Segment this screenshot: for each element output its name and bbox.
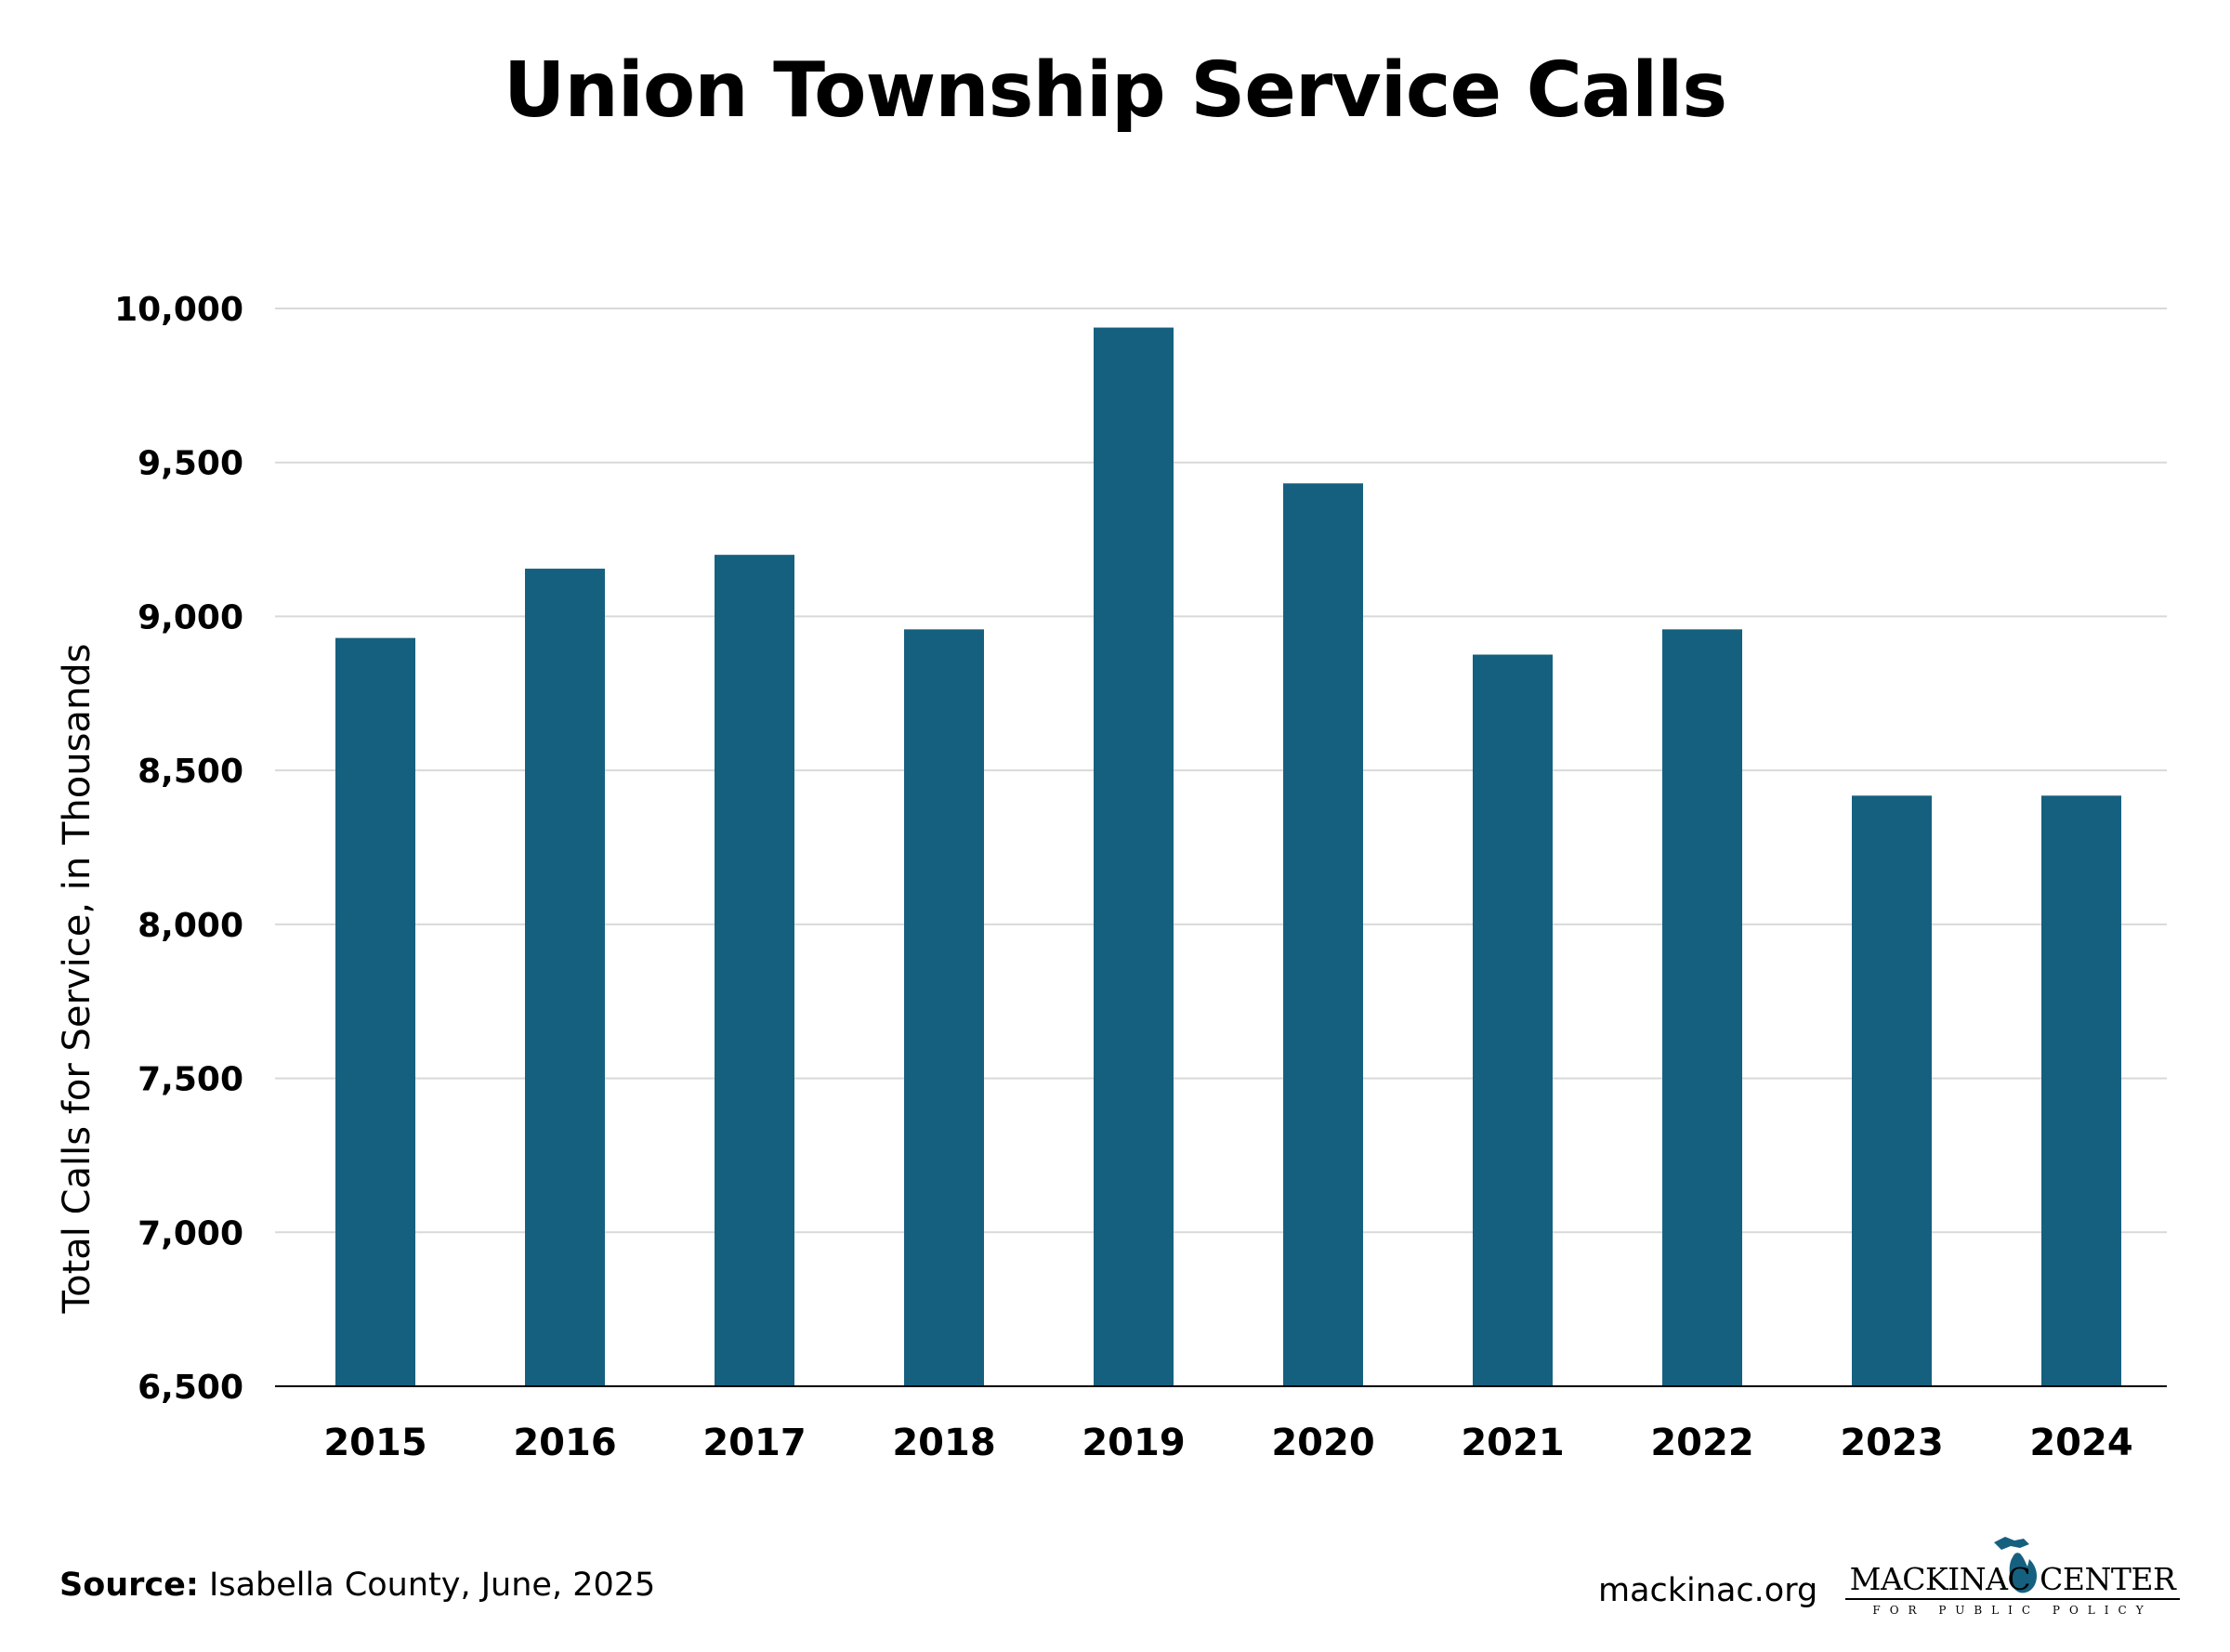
michigan-map-icon — [1994, 1537, 2037, 1593]
x-tick-label: 2022 — [1650, 1422, 1753, 1464]
y-tick-label: 8,000 — [138, 907, 243, 945]
chart-title: Union Township Service Calls — [503, 46, 1727, 135]
source-text: Isabella County, June, 2025 — [198, 1567, 656, 1604]
bars — [335, 327, 2121, 1386]
logo-tagline: FOR PUBLIC POLICY — [1872, 1604, 2153, 1617]
x-tick-label: 2016 — [513, 1422, 616, 1464]
y-tick-label: 9,000 — [138, 598, 243, 636]
bar-2020 — [1283, 483, 1363, 1386]
x-tick-label: 2021 — [1461, 1422, 1564, 1464]
mackinac-center-logo: MACKINAC CENTER FOR PUBLIC POLICY — [1845, 1535, 2180, 1624]
bar-2017 — [715, 555, 794, 1386]
x-tick-label: 2015 — [323, 1422, 426, 1464]
bar-2018 — [904, 629, 984, 1386]
y-tick-labels: 6,500 7,000 7,500 8,000 8,500 9,000 9,500 10,00… — [114, 291, 243, 1407]
y-tick-label: 9,500 — [138, 445, 243, 483]
y-tick-label: 7,500 — [138, 1061, 243, 1099]
source-note: Source: Isabella County, June, 2025 — [59, 1565, 655, 1606]
x-tick-label: 2024 — [2029, 1422, 2132, 1464]
source-label: Source: — [59, 1567, 199, 1604]
bar-2023 — [1852, 795, 1932, 1386]
bar-2019 — [1094, 327, 1174, 1386]
y-tick-label: 6,500 — [138, 1369, 243, 1407]
x-tick-label: 2019 — [1082, 1422, 1185, 1464]
bar-2024 — [2041, 795, 2121, 1386]
site-url: mackinac.org — [1598, 1572, 1818, 1609]
y-tick-label: 8,500 — [138, 753, 243, 791]
y-tick-label: 7,000 — [138, 1214, 243, 1252]
x-tick-label: 2023 — [1840, 1422, 1943, 1464]
x-tick-label: 2018 — [892, 1422, 995, 1464]
x-tick-labels: 2015 2016 2017 2018 2019 2020 2021 2022 2023 2024 — [323, 1422, 2132, 1464]
y-axis-title: Total Calls for Service, in Thousands — [56, 643, 98, 1314]
bar-2022 — [1662, 629, 1742, 1386]
bar-2015 — [335, 637, 415, 1386]
y-tick-label: 10,000 — [114, 291, 243, 329]
x-tick-label: 2020 — [1271, 1422, 1374, 1464]
bar-2016 — [525, 569, 605, 1386]
x-tick-label: 2017 — [702, 1422, 806, 1464]
logo-name: MACKINAC CENTER — [1845, 1563, 2180, 1600]
bar-2021 — [1473, 654, 1553, 1386]
